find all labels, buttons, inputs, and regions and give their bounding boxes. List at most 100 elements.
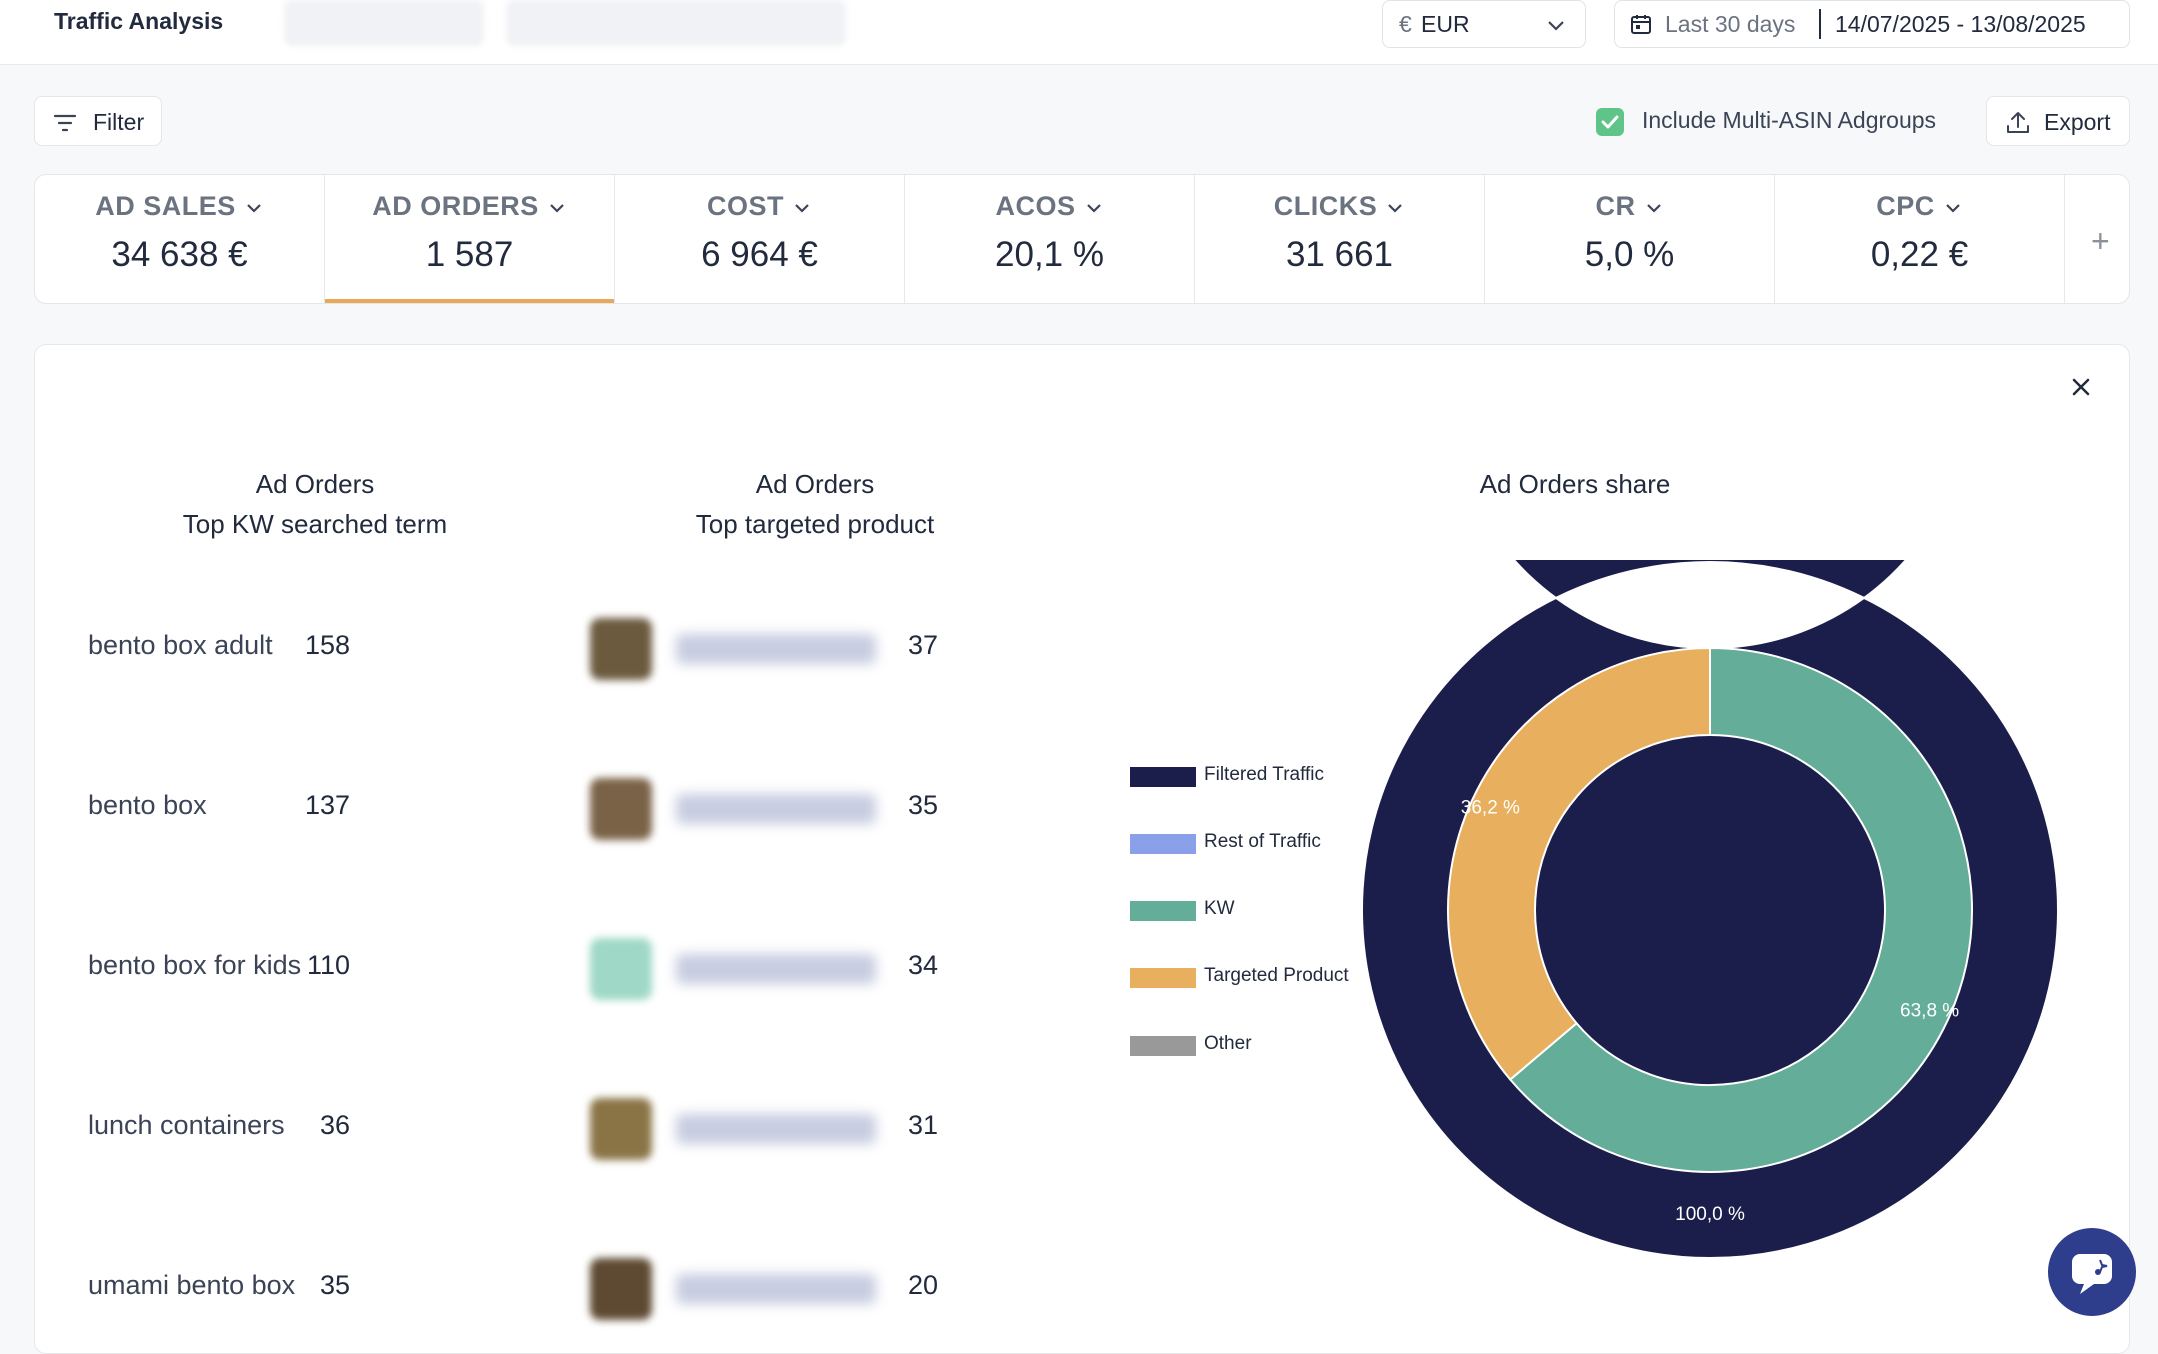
inner-ring-slice-label: 63,8 % — [1900, 1001, 1959, 1022]
kw-table-title: Ad Orders Top KW searched term — [130, 464, 500, 544]
chevron-down-icon — [1086, 204, 1101, 213]
kw-term: bento box — [88, 790, 207, 820]
kw-row: bento box for kids 110 — [88, 950, 368, 990]
product-count: 37 — [907, 630, 938, 660]
product-thumbnail — [590, 778, 652, 840]
legend-label: Targeted Product — [1204, 965, 1349, 986]
product-row[interactable]: 34 — [580, 934, 950, 1004]
kpi-ad-sales[interactable]: AD SALES 34 638 € — [35, 175, 325, 303]
close-icon[interactable] — [2062, 368, 2100, 406]
chat-icon — [2072, 1254, 2112, 1294]
kpi-cr[interactable]: CR 5,0 % — [1485, 175, 1775, 303]
kw-count: 35 — [319, 1270, 350, 1300]
date-preset: Last 30 days — [1665, 11, 1796, 37]
inner-ring-slice-kw[interactable] — [1508, 646, 1973, 1173]
currency-select[interactable]: € EUR — [1382, 0, 1586, 48]
add-kpi-icon[interactable]: + — [2091, 223, 2110, 259]
product-title-line1: Ad Orders — [755, 469, 875, 499]
filter-button[interactable]: Filter — [34, 96, 162, 146]
chevron-down-icon — [795, 204, 809, 213]
kpi-bar: AD SALES 34 638 € AD ORDERS 1 587 COST 6… — [34, 174, 2130, 304]
product-row[interactable]: 20 — [580, 1254, 950, 1324]
kw-count: 158 — [304, 630, 350, 660]
kw-term: lunch containers — [88, 1110, 285, 1140]
chart-title: Ad Orders share — [1479, 469, 1671, 499]
multi-asin-checkbox[interactable] — [1596, 108, 1624, 136]
product-thumbnail — [590, 618, 652, 680]
product-row[interactable]: 35 — [580, 774, 950, 844]
inner-ring-slice-targeted-product[interactable] — [1447, 646, 1711, 1081]
product-table-title: Ad Orders Top targeted product — [640, 464, 990, 544]
export-label: Export — [2044, 109, 2111, 135]
kpi-value: 6 964 € — [701, 235, 818, 274]
kpi-clicks[interactable]: CLICKS 31 661 — [1195, 175, 1485, 303]
kpi-label: ACOS — [995, 191, 1076, 221]
kpi-cost[interactable]: COST 6 964 € — [615, 175, 905, 303]
kpi-value: 5,0 % — [1584, 235, 1675, 274]
legend-swatch — [1130, 834, 1196, 854]
chevron-down-icon — [1388, 204, 1403, 213]
filter-icon — [53, 113, 77, 138]
kw-count: 137 — [304, 790, 350, 820]
product-asin-blurred — [676, 794, 876, 824]
ad-orders-share-donut-chart: 100,0 % 63,8 % 36,2 % — [1361, 560, 2059, 1259]
kw-count: 110 — [306, 950, 350, 980]
legend-swatch — [1130, 901, 1196, 921]
kpi-acos[interactable]: ACOS 20,1 % — [905, 175, 1195, 303]
kw-row: bento box adult 158 — [88, 630, 368, 670]
kw-count: 36 — [319, 1110, 350, 1140]
product-thumbnail — [590, 1098, 652, 1160]
filter-label: Filter — [93, 109, 145, 135]
product-thumbnail — [590, 938, 652, 1000]
product-row[interactable]: 31 — [580, 1094, 950, 1164]
kpi-label: COST — [706, 191, 784, 221]
kpi-label: CLICKS — [1273, 191, 1378, 221]
legend-label: Other — [1204, 1033, 1252, 1054]
legend-swatch — [1130, 968, 1196, 988]
product-count: 31 — [907, 1110, 938, 1140]
currency-value: EUR — [1421, 11, 1470, 37]
product-asin-blurred — [676, 1114, 876, 1144]
product-count: 35 — [907, 790, 938, 820]
product-asin-blurred — [676, 1274, 876, 1304]
chat-button[interactable] — [2048, 1228, 2136, 1316]
kpi-label: AD SALES — [95, 191, 236, 221]
product-count: 20 — [907, 1270, 938, 1300]
multi-asin-label: Include Multi-ASIN Adgroups — [1642, 107, 1937, 133]
kw-term: bento box adult — [88, 630, 273, 660]
product-asin-blurred — [676, 954, 876, 984]
date-range-picker[interactable]: Last 30 days 14/07/2025 - 13/08/2025 — [1614, 0, 2130, 48]
kpi-ad-orders[interactable]: AD ORDERS 1 587 — [325, 175, 615, 303]
kpi-value: 31 661 — [1285, 235, 1394, 274]
kw-row: bento box 137 — [88, 790, 368, 830]
divider — [1819, 9, 1821, 39]
kpi-value: 34 638 € — [111, 235, 248, 274]
chevron-down-icon — [1646, 204, 1661, 213]
inner-ring-slice-label: 36,2 % — [1461, 797, 1520, 818]
kpi-cpc[interactable]: CPC 0,22 € — [1775, 175, 2065, 303]
kw-title-line1: Ad Orders — [255, 469, 375, 499]
kpi-label: AD ORDERS — [372, 191, 539, 221]
upload-icon — [2005, 110, 2031, 141]
legend-label: Rest of Traffic — [1204, 831, 1321, 852]
kw-row: lunch containers 36 — [88, 1110, 368, 1150]
marketplace-selector[interactable] — [506, 0, 846, 46]
page-title: Traffic Analysis — [54, 8, 224, 34]
kpi-label: CR — [1595, 191, 1636, 221]
date-range-value: 14/07/2025 - 13/08/2025 — [1835, 11, 2086, 37]
kw-term: bento box for kids — [88, 950, 302, 980]
product-asin-blurred — [676, 634, 876, 664]
kw-term: umami bento box — [88, 1270, 296, 1300]
kpi-label: CPC — [1876, 191, 1935, 221]
currency-symbol: € — [1399, 11, 1412, 37]
product-thumbnail — [590, 1258, 652, 1320]
legend-label: KW — [1204, 898, 1235, 919]
kw-row: umami bento box 35 — [88, 1270, 368, 1310]
seller-selector[interactable] — [284, 0, 484, 46]
calendar-icon — [1629, 12, 1653, 41]
chevron-down-icon — [246, 204, 261, 213]
product-count: 34 — [907, 950, 938, 980]
product-row[interactable]: 37 — [580, 614, 950, 684]
export-button[interactable]: Export — [1986, 96, 2130, 146]
legend-label: Filtered Traffic — [1204, 764, 1325, 785]
